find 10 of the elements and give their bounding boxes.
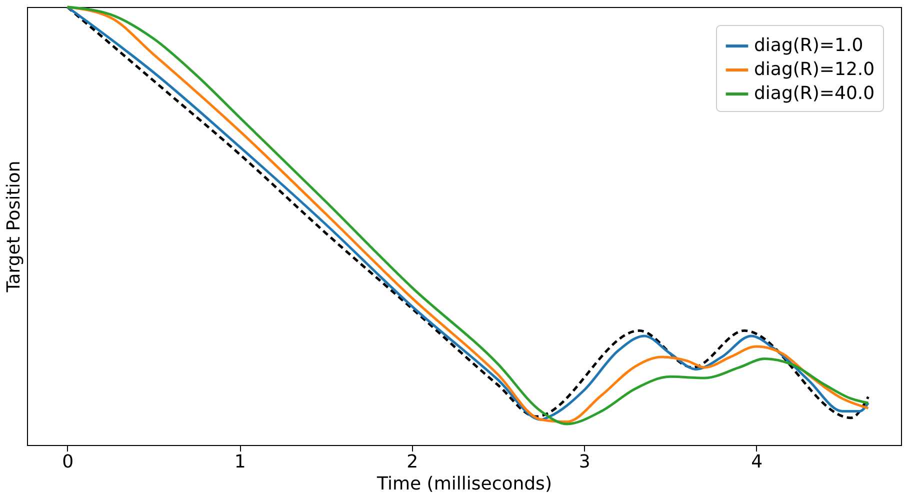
legend-label: diag(R)=12.0 bbox=[754, 59, 875, 80]
x-tick-label: 1 bbox=[234, 452, 246, 472]
x-tick-label: 2 bbox=[406, 452, 418, 472]
x-tick-label: 3 bbox=[578, 452, 590, 472]
x-axis-title: Time (milliseconds) bbox=[376, 474, 552, 494]
x-tick-label: 0 bbox=[62, 452, 74, 472]
legend-label: diag(R)=1.0 bbox=[754, 35, 864, 56]
y-axis-title: Target Position bbox=[4, 160, 24, 294]
legend-label: diag(R)=40.0 bbox=[754, 83, 875, 104]
x-tick-label: 4 bbox=[751, 452, 763, 472]
